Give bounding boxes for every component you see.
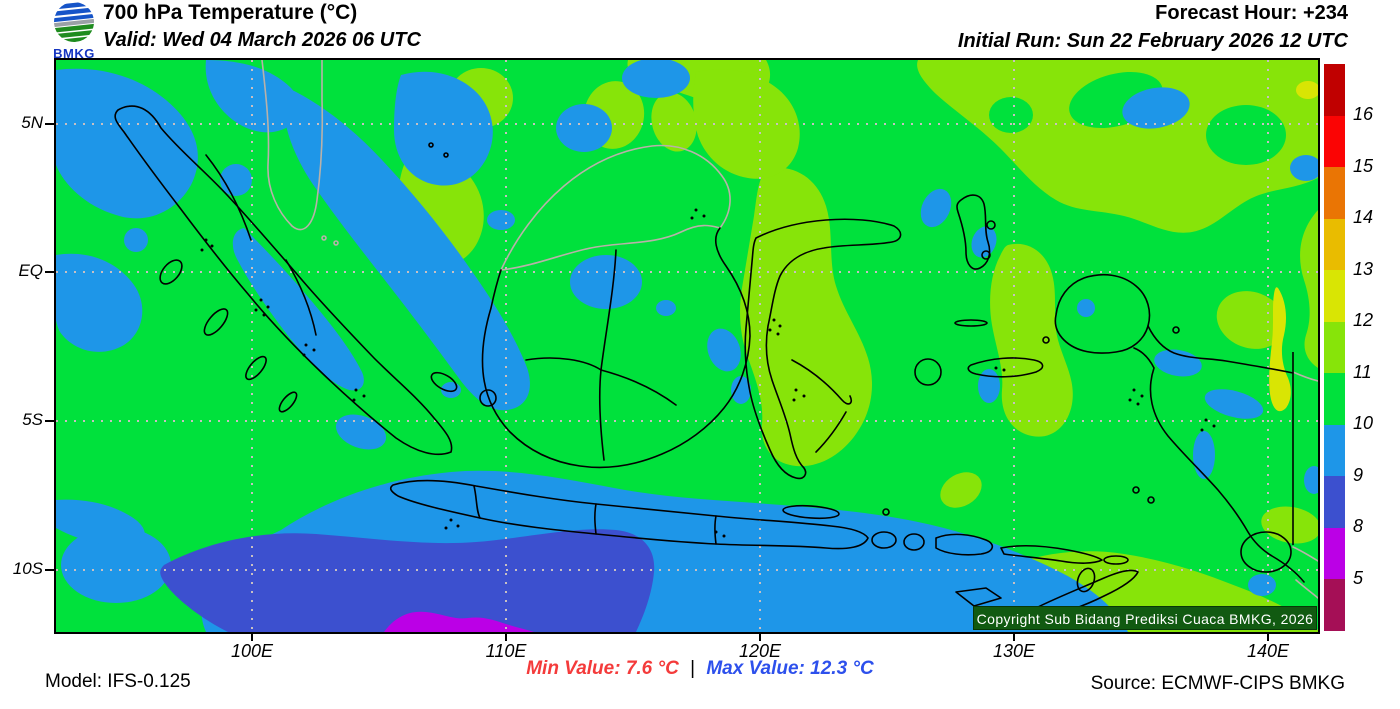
colorbar-block (1324, 424, 1345, 476)
x-tick (505, 634, 507, 641)
minmax-separator: | (690, 658, 696, 679)
bmkg-logo: BMKG (45, 0, 103, 61)
colorbar-label: 8 (1353, 516, 1364, 536)
x-tick (759, 634, 761, 641)
temperature-contour-map (56, 60, 1318, 632)
band-royal-blobs (160, 529, 655, 632)
page-title: 700 hPa Temperature (°C) (103, 1, 358, 24)
colorbar-label: 15 (1353, 156, 1374, 176)
colorbar-block (1324, 115, 1345, 167)
forecast-hour-label: Forecast Hour: +234 (1155, 2, 1348, 24)
colorbar-label: 10 (1353, 413, 1374, 433)
y-tick (45, 123, 54, 125)
colorbar-label: 16 (1353, 104, 1374, 124)
minmax-values: Min Value: 7.6 °C | Max Value: 12.3 °C (470, 658, 930, 680)
x-tick (1013, 634, 1015, 641)
colorbar-block (1324, 321, 1345, 373)
band-magenta-blobs (384, 611, 534, 632)
x-axis-label: 140E (1246, 641, 1290, 661)
x-axis-label: 100E (230, 641, 274, 661)
colorbar-block (1324, 527, 1345, 579)
colorbar-label: 11 (1353, 362, 1372, 382)
y-axis-label: 5N (21, 113, 43, 132)
terrain-speckles (200, 208, 1216, 538)
colorbar-block (1324, 167, 1345, 219)
y-tick (45, 420, 54, 422)
y-axis-label: 10S (12, 559, 43, 578)
colorbar-block (1324, 476, 1345, 528)
map-area: Copyright Sub Bidang Prediksi Cuaca BMKG… (54, 58, 1320, 634)
colorbar-label: 12 (1353, 310, 1374, 330)
colorbar-label: 9 (1353, 465, 1364, 485)
copyright-banner: Copyright Sub Bidang Prediksi Cuaca BMKG… (973, 606, 1317, 630)
bmkg-logo-text: BMKG (53, 46, 95, 61)
temperature-colorbar (1324, 64, 1345, 631)
colorbar-label: 13 (1353, 259, 1374, 279)
y-tick (45, 569, 54, 571)
y-axis-label: EQ (18, 261, 43, 280)
colorbar-block (1324, 373, 1345, 425)
x-tick (1267, 634, 1269, 641)
model-label: Model: IFS-0.125 (45, 671, 191, 692)
graticule-gridlines (56, 60, 1318, 632)
x-axis-label: 130E (992, 641, 1036, 661)
y-tick (45, 271, 54, 273)
min-value-label: Min Value: 7.6 °C (526, 658, 679, 679)
coastlines (114, 105, 1305, 619)
colorbar-label: 14 (1353, 207, 1374, 227)
source-label: Source: ECMWF-CIPS BMKG (1090, 673, 1345, 694)
colorbar-block (1324, 64, 1345, 116)
colorbar-block (1324, 270, 1345, 322)
foreign-borders (261, 60, 1318, 599)
x-axis-label: 120E (738, 641, 782, 661)
colorbar-block (1324, 579, 1345, 631)
x-tick (251, 634, 253, 641)
valid-time-label: Valid: Wed 04 March 2026 06 UTC (103, 29, 421, 51)
bmkg-logo-icon (52, 0, 96, 44)
colorbar-block (1324, 218, 1345, 270)
y-axis-label: 5S (22, 410, 43, 429)
max-value-label: Max Value: 12.3 °C (706, 658, 874, 679)
colorbar-label: 5 (1353, 568, 1364, 588)
initial-run-label: Initial Run: Sun 22 February 2026 12 UTC (957, 30, 1348, 52)
x-axis-label: 110E (485, 641, 527, 661)
